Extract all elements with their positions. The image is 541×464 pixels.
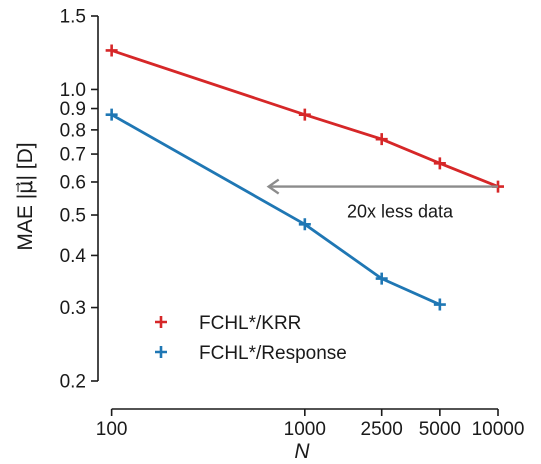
y-tick-label: 0.6 [60, 172, 86, 193]
data-point-marker [433, 157, 446, 170]
annotation: 20x less data [266, 178, 499, 222]
data-point-marker [105, 44, 118, 57]
data-point-marker [105, 108, 118, 121]
y-tick-label: 1.5 [60, 7, 86, 28]
y-tick-label: 1.0 [60, 80, 86, 101]
x-tick-label: 10000 [472, 419, 525, 440]
legend-label: FCHL*/Response [199, 343, 347, 364]
series-layer [105, 44, 505, 311]
data-point-marker [375, 272, 388, 285]
x-tick-label: 100 [96, 419, 128, 440]
legend: FCHL*/KRR FCHL*/Response [155, 313, 347, 364]
y-tick-label: 0.5 [60, 206, 86, 227]
y-tick-label: 0.2 [60, 372, 86, 393]
x-axis-title: N [294, 440, 310, 463]
legend-marker [155, 316, 167, 328]
annotation-label: 20x less data [347, 202, 454, 222]
data-point-marker [375, 133, 388, 146]
y-tick-label: 0.8 [60, 120, 86, 141]
y-ticks: 0.2 0.3 0.4 0.5 0.6 0.7 0.80.91.0 1.5 [60, 7, 98, 393]
y-axis-title: MAE |μ⃗| [D] [14, 142, 37, 250]
series-line-2 [110, 113, 441, 306]
x-tick-label: 1000 [284, 419, 326, 440]
y-tick-label: 0.3 [60, 298, 86, 319]
data-point-marker [298, 218, 311, 231]
x-tick-label: 2500 [361, 419, 403, 440]
x-tick-label: 5000 [419, 419, 461, 440]
y-tick-label: 0.9 [60, 99, 86, 120]
data-point-marker [298, 108, 311, 121]
data-point-marker [433, 298, 446, 311]
x-ticks: 100 1000 2500 5000 10000 [96, 409, 525, 440]
legend-marker [155, 346, 167, 358]
y-tick-label: 0.7 [60, 145, 86, 166]
legend-label: FCHL*/KRR [199, 313, 301, 334]
annotation-arrowhead [266, 178, 280, 195]
y-tick-label: 0.4 [60, 246, 87, 267]
